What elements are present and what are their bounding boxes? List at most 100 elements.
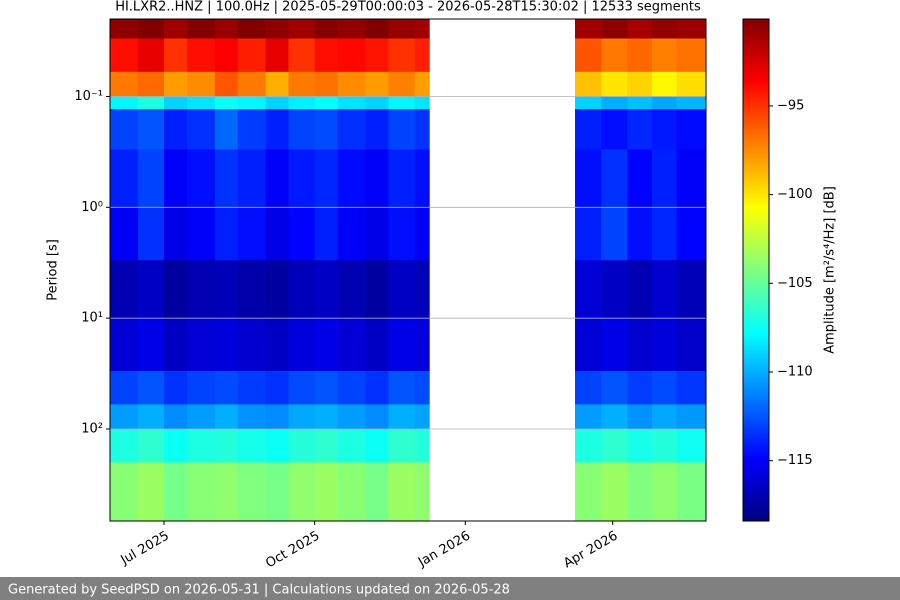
heatmap-cell [164, 260, 188, 319]
heatmap-cell [186, 96, 216, 110]
heatmap-cell [288, 207, 316, 261]
heatmap-cell [288, 96, 316, 110]
heatmap-cell [164, 71, 188, 97]
heatmap-cell [265, 38, 289, 73]
heatmap-cell [365, 404, 389, 430]
heatmap-cell [627, 318, 653, 372]
heatmap-cell [337, 207, 366, 261]
heatmap-cell [365, 371, 389, 405]
heatmap-cell [186, 429, 216, 463]
heatmap-cell [676, 149, 707, 208]
heatmap-cell [388, 71, 415, 97]
heatmap-cell [265, 109, 289, 150]
heatmap-cell [601, 71, 628, 97]
heatmap-cell [186, 207, 216, 261]
heatmap-cell [164, 109, 188, 150]
plot-frame [109, 18, 707, 522]
heatmap-cell [110, 19, 139, 39]
heatmap-cell [214, 429, 239, 463]
heatmap-cell [137, 429, 165, 463]
heatmap-cell [164, 149, 188, 208]
heatmap-cell [237, 109, 266, 150]
heatmap-cell [186, 149, 216, 208]
heatmap-cell [575, 429, 602, 463]
heatmap-cell [110, 404, 139, 430]
heatmap-cell [575, 462, 602, 522]
heatmap-cell [337, 149, 366, 208]
heatmap-cell [110, 462, 139, 522]
heatmap-cell [414, 260, 430, 319]
heatmap-cell [575, 260, 602, 319]
heatmap-cell [651, 109, 677, 150]
heatmap-cell [414, 71, 430, 97]
heatmap-cell [137, 19, 165, 39]
heatmap-cell [388, 96, 415, 110]
y-tick-label: 10² [81, 422, 103, 437]
heatmap-cell [137, 371, 165, 405]
heatmap-cell [627, 109, 653, 150]
heatmap-cell [575, 38, 602, 73]
heatmap-cell [214, 404, 239, 430]
heatmap-cell [651, 19, 677, 39]
heatmap-cell [314, 96, 338, 110]
heatmap-cell [237, 19, 266, 39]
heatmap-cell [186, 38, 216, 73]
heatmap-cell [265, 429, 289, 463]
heatmap-cell [314, 429, 338, 463]
heatmap-cell [388, 207, 415, 261]
heatmap-cell [237, 96, 266, 110]
heatmap-cell [627, 462, 653, 522]
heatmap-cell [365, 109, 389, 150]
heatmap-cell [214, 260, 239, 319]
heatmap-cell [265, 404, 289, 430]
heatmap-cell [164, 462, 188, 522]
heatmap-cell [601, 462, 628, 522]
heatmap-cell [137, 462, 165, 522]
heatmap-cell [237, 38, 266, 73]
heatmap-cell [164, 371, 188, 405]
heatmap-cell [186, 462, 216, 522]
heatmap-cell [337, 371, 366, 405]
colorbar-tick-label: −110 [777, 364, 813, 379]
heatmap-cell [137, 38, 165, 73]
heatmap-cell [137, 149, 165, 208]
colorbar-label: Amplitude [m²/s⁴/Hz] [dB] [823, 186, 838, 354]
heatmap-cell [676, 371, 707, 405]
colorbar-tick-label: −95 [777, 98, 804, 113]
heatmap-cell [265, 207, 289, 261]
heatmap-cell [186, 260, 216, 319]
heatmap-cell [575, 71, 602, 97]
heatmap-cell [337, 462, 366, 522]
heatmap-cell [164, 318, 188, 372]
heatmap-cell [214, 318, 239, 372]
heatmap-cell [627, 149, 653, 208]
heatmap-cell [265, 318, 289, 372]
heatmap-cell [627, 207, 653, 261]
heatmap-cell [601, 207, 628, 261]
heatmap-cell [601, 96, 628, 110]
heatmap-cell [627, 96, 653, 110]
heatmap-cell [365, 149, 389, 208]
heatmap-cell [575, 109, 602, 150]
heatmap-cell [110, 371, 139, 405]
y-axis-label: Period [s] [46, 239, 61, 301]
heatmap-cell [337, 260, 366, 319]
x-tick-label: Jul 2025 [118, 529, 172, 569]
heatmap-cell [186, 404, 216, 430]
heatmap-cell [214, 38, 239, 73]
heatmap-cell [575, 149, 602, 208]
heatmap-cell [651, 71, 677, 97]
heatmap-cell [137, 318, 165, 372]
heatmap-cell [110, 149, 139, 208]
heatmap-cell [388, 38, 415, 73]
heatmap-cell [676, 96, 707, 110]
heatmap-cell [414, 462, 430, 522]
heatmap-cell [265, 371, 289, 405]
heatmap-cell [388, 318, 415, 372]
heatmap-cell [388, 371, 415, 405]
heatmap-cell [314, 38, 338, 73]
heatmap-cell [237, 371, 266, 405]
heatmap-cell [164, 96, 188, 110]
heatmap-cell [414, 38, 430, 73]
